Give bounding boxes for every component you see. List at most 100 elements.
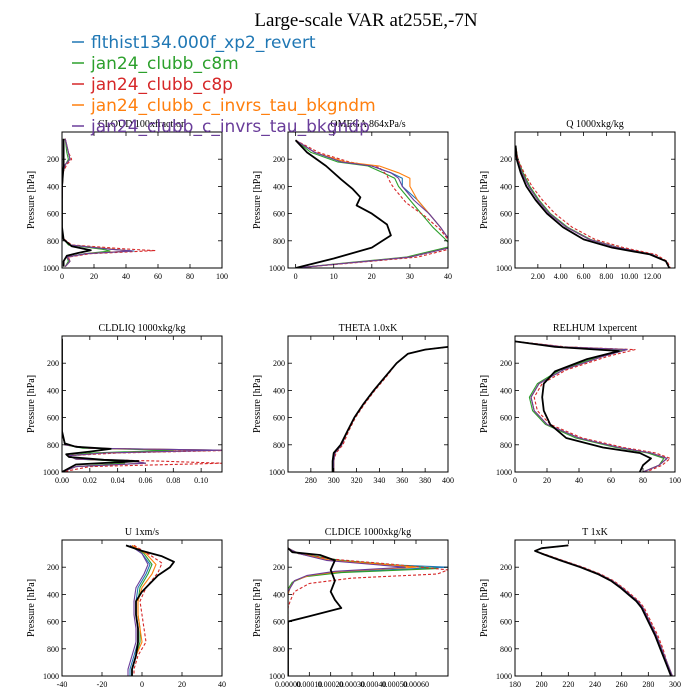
series-line-5 bbox=[125, 544, 175, 676]
y-tick-label: 600 bbox=[47, 210, 59, 219]
y-tick-label: 200 bbox=[500, 359, 512, 368]
x-tick-label: 0.10 bbox=[194, 476, 208, 485]
x-tick-label: 20 bbox=[178, 680, 186, 689]
series-line-1 bbox=[515, 145, 670, 268]
series-group bbox=[515, 340, 671, 472]
legend-label: jan24_clubb_c8p bbox=[90, 75, 233, 95]
y-axis-label: Pressure [hPa] bbox=[479, 579, 490, 637]
x-tick-label: 40 bbox=[218, 680, 226, 689]
x-tick-label: 60 bbox=[607, 476, 615, 485]
y-tick-label: 1000 bbox=[496, 264, 512, 273]
series-line-3 bbox=[515, 145, 670, 268]
legend-label: jan24_clubb_c_invrs_tau_bkgndm bbox=[90, 96, 376, 116]
plot-frame bbox=[514, 335, 676, 473]
x-tick-label: 0.00 bbox=[55, 476, 69, 485]
y-tick-label: 400 bbox=[273, 590, 285, 599]
y-tick-label: 400 bbox=[273, 386, 285, 395]
legend-item-flthist134-000f-xp2-revert: flthist134.000f_xp2_revert bbox=[72, 33, 316, 53]
x-tick-label: 8.00 bbox=[599, 272, 613, 281]
legend-label: flthist134.000f_xp2_revert bbox=[91, 33, 316, 53]
y-tick-label: 200 bbox=[47, 563, 59, 572]
series-line-1 bbox=[333, 346, 448, 472]
y-axis-label: Pressure [hPa] bbox=[479, 375, 490, 433]
y-tick-label: 600 bbox=[500, 414, 512, 423]
panel-cldice: 0.000000.000100.000200.000300.000400.000… bbox=[252, 527, 449, 689]
y-axis-label: Pressure [hPa] bbox=[26, 375, 37, 433]
x-tick-label: 240 bbox=[589, 680, 601, 689]
y-tick-label: 600 bbox=[47, 618, 59, 627]
x-tick-label: 320 bbox=[351, 476, 363, 485]
panel-title: T 1xK bbox=[582, 527, 608, 538]
series-line-2 bbox=[133, 544, 163, 676]
series-group bbox=[534, 544, 673, 676]
x-tick-label: 0.00000 bbox=[275, 680, 301, 689]
y-tick-label: 200 bbox=[500, 155, 512, 164]
panel-title: CLDICE 1000xkg/kg bbox=[325, 527, 411, 538]
y-tick-label: 800 bbox=[47, 237, 59, 246]
x-tick-label: 0.08 bbox=[166, 476, 180, 485]
y-tick-label: 400 bbox=[500, 590, 512, 599]
x-tick-label: 20 bbox=[90, 272, 98, 281]
series-line-0 bbox=[333, 346, 448, 472]
series-line-5 bbox=[515, 340, 652, 472]
x-tick-label: 260 bbox=[616, 680, 628, 689]
series-line-5 bbox=[331, 346, 448, 472]
y-tick-label: 1000 bbox=[269, 672, 285, 681]
series-line-5 bbox=[515, 145, 671, 268]
panel-title: U 1xm/s bbox=[125, 527, 159, 538]
series-line-1 bbox=[288, 547, 438, 676]
series-line-3 bbox=[534, 544, 673, 676]
x-tick-label: 180 bbox=[509, 680, 521, 689]
y-tick-label: 400 bbox=[500, 386, 512, 395]
x-tick-label: 280 bbox=[305, 476, 317, 485]
series-line-5 bbox=[62, 338, 140, 472]
x-tick-label: 40 bbox=[122, 272, 130, 281]
x-tick-label: 0.00060 bbox=[403, 680, 429, 689]
series-group bbox=[294, 139, 448, 268]
series-line-2 bbox=[333, 346, 448, 472]
series-line-4 bbox=[333, 346, 448, 472]
plot-frame bbox=[287, 539, 449, 677]
x-tick-label: 340 bbox=[373, 476, 385, 485]
series-line-5 bbox=[288, 547, 343, 676]
y-tick-label: 1000 bbox=[269, 468, 285, 477]
legend-item-jan24-clubb-c-invrs-tau-bkgndp: jan24_clubb_c_invrs_tau_bkgndp bbox=[72, 117, 370, 137]
y-tick-label: 800 bbox=[47, 645, 59, 654]
panel-t: 180 200 220 240 260 280 300 200 400 600 800 1000 T 1… bbox=[479, 527, 681, 689]
plot-frame bbox=[514, 131, 676, 269]
y-tick-label: 600 bbox=[500, 210, 512, 219]
series-line-4 bbox=[288, 547, 406, 676]
y-tick-label: 800 bbox=[47, 441, 59, 450]
y-tick-label: 600 bbox=[500, 618, 512, 627]
y-tick-label: 400 bbox=[500, 182, 512, 191]
figure-title: Large-scale VAR at255E,-7N bbox=[254, 10, 477, 31]
y-axis-label: Pressure [hPa] bbox=[252, 375, 263, 433]
y-axis-label: Pressure [hPa] bbox=[479, 171, 490, 229]
y-tick-label: 200 bbox=[273, 563, 285, 572]
panel-q: 2.00 4.00 6.00 8.00 10.00 12.00 200 400 600 800 10… bbox=[479, 119, 676, 281]
panel-title: Q 1000xkg/kg bbox=[566, 119, 624, 130]
x-tick-label: 20 bbox=[368, 272, 376, 281]
y-tick-label: 800 bbox=[500, 237, 512, 246]
panel-relhum: 0 20 40 60 80 100 200 400 600 800 1000 RELHUM 1xper… bbox=[479, 323, 681, 485]
series-group bbox=[288, 547, 448, 676]
series-line-2 bbox=[288, 547, 448, 676]
x-tick-label: 0.00050 bbox=[382, 680, 408, 689]
y-axis-label: Pressure [hPa] bbox=[252, 579, 263, 637]
series-line-0 bbox=[129, 544, 151, 676]
y-tick-label: 800 bbox=[500, 441, 512, 450]
y-tick-label: 400 bbox=[47, 386, 59, 395]
y-tick-label: 200 bbox=[273, 155, 285, 164]
x-tick-label: 300 bbox=[669, 680, 681, 689]
x-tick-label: 360 bbox=[396, 476, 408, 485]
x-tick-label: 4.00 bbox=[554, 272, 568, 281]
x-tick-label: 0.00020 bbox=[318, 680, 344, 689]
y-tick-label: 600 bbox=[273, 210, 285, 219]
plot-frame bbox=[287, 131, 449, 269]
x-tick-label: 6.00 bbox=[577, 272, 591, 281]
panel-title: CLOUD 100xfraction bbox=[98, 119, 186, 130]
series-group bbox=[515, 145, 671, 268]
x-tick-label: 12.00 bbox=[643, 272, 661, 281]
y-tick-label: 600 bbox=[273, 618, 285, 627]
